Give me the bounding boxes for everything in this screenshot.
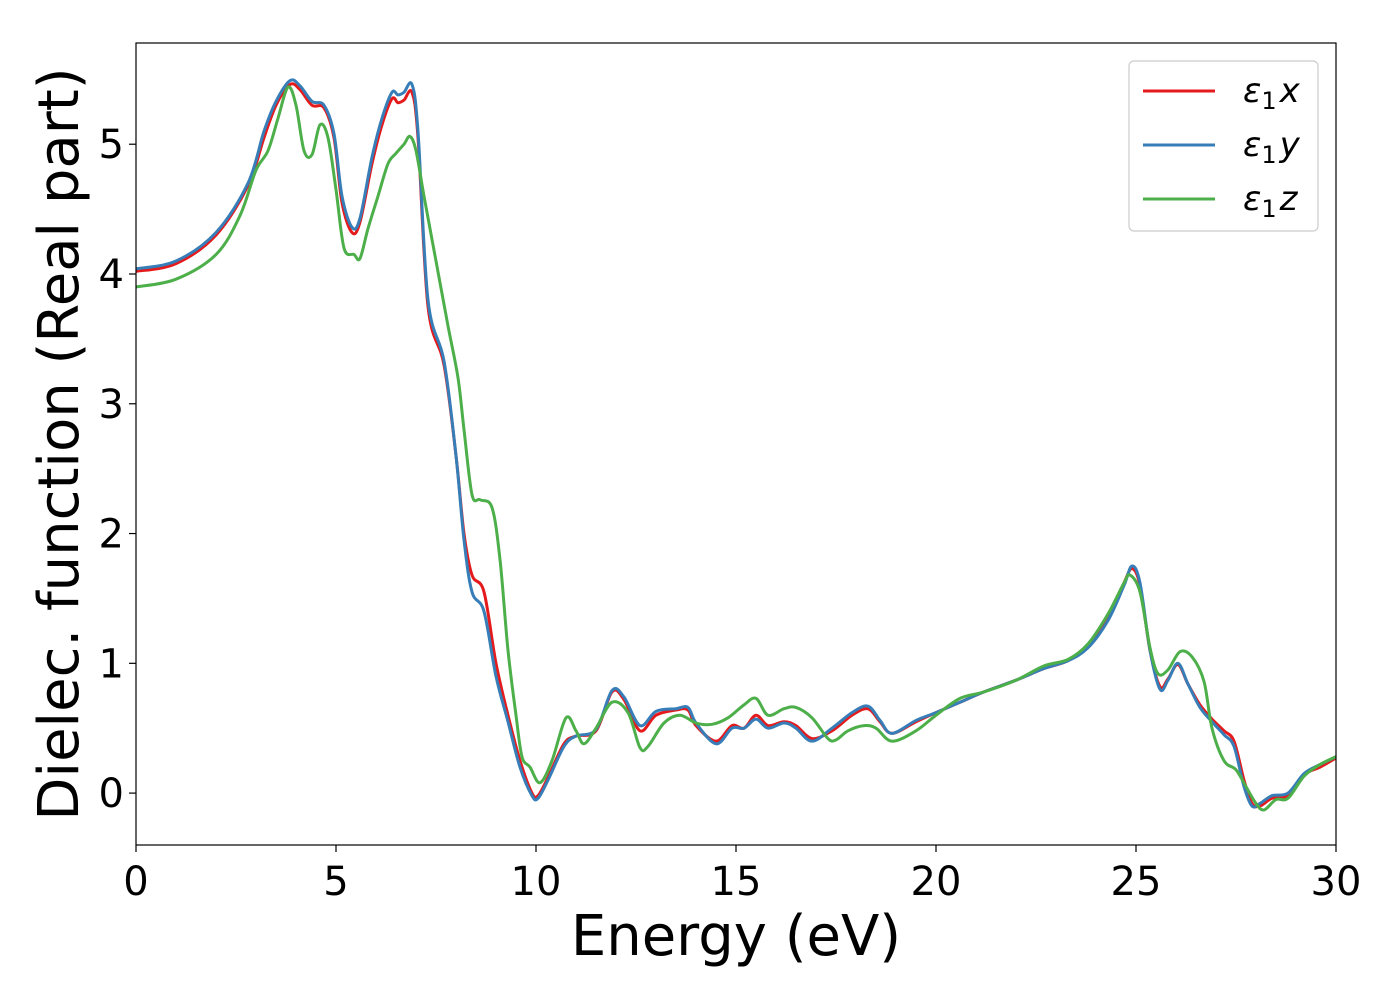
x-tick-label: 20: [911, 859, 962, 905]
legend-label-z: ε1z: [1243, 179, 1299, 223]
y-axis-label: Dielec. function (Real part): [27, 67, 92, 820]
ticks-layer: 0 5 10 15 20 25 30 0 1 2 3 4 5: [99, 122, 1362, 905]
y-tick-label: 4: [99, 252, 124, 298]
legend-label-y: ε1y: [1243, 125, 1301, 169]
y-tick-label: 2: [99, 512, 124, 558]
series-line-z: [136, 85, 1336, 812]
y-tick-label: 0: [99, 771, 124, 817]
series-layer: [136, 78, 1336, 812]
x-tick-label: 25: [1111, 859, 1162, 905]
y-tick-label: 5: [99, 122, 124, 168]
legend-box: [1128, 60, 1319, 232]
x-tick-label: 0: [123, 859, 148, 905]
legend-label-x: ε1x: [1243, 71, 1301, 115]
x-tick-label: 30: [1311, 859, 1362, 905]
x-tick-label: 15: [711, 859, 762, 905]
y-tick-label: 1: [99, 641, 124, 687]
y-tick-label: 3: [99, 382, 124, 428]
x-axis-label: Energy (eV): [571, 904, 901, 969]
legend: ε1x ε1y ε1z: [1128, 60, 1319, 232]
x-tick-label: 10: [511, 859, 562, 905]
x-tick-label: 5: [323, 859, 348, 905]
series-line-y: [136, 78, 1336, 809]
